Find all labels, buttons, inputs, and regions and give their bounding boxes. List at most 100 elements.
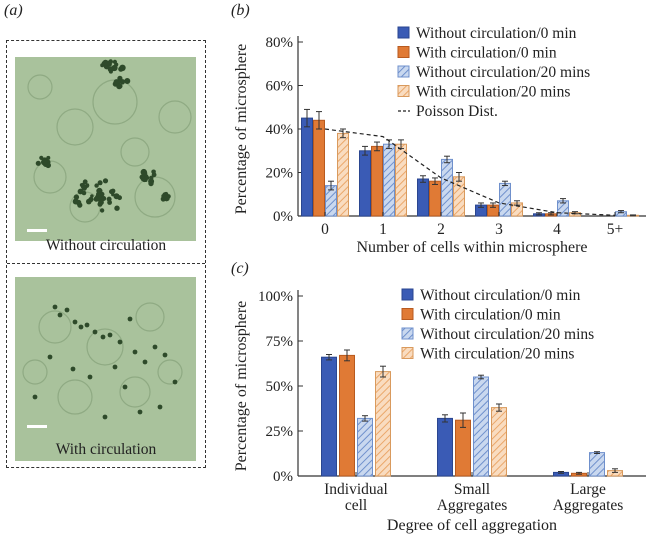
bar	[437, 417, 453, 477]
microsphere-outline	[56, 108, 94, 146]
y-tick-label: 0%	[273, 469, 293, 485]
x-tick-label: 4	[553, 221, 561, 238]
x-tick-label: 2	[437, 221, 445, 238]
cell-dot	[94, 183, 99, 188]
cell-dot	[116, 83, 123, 90]
bar	[383, 143, 395, 217]
microsphere-outline	[120, 137, 150, 167]
bar	[441, 158, 453, 217]
bar	[371, 145, 383, 217]
microsphere-outline	[22, 359, 48, 385]
legend-label: With circulation/20 mins	[416, 84, 570, 101]
cell-dot	[78, 324, 84, 330]
bar	[301, 117, 313, 217]
legend-swatch	[397, 65, 410, 78]
cell-dot	[92, 329, 98, 335]
x-tick-label: Large	[570, 481, 606, 498]
cell-dot	[101, 196, 107, 201]
bar	[473, 376, 489, 477]
cell-dot	[84, 322, 90, 328]
micrograph-with-circulation	[15, 277, 196, 461]
cell-dot	[132, 349, 138, 355]
cell-dot	[110, 188, 116, 194]
cell-dot	[114, 205, 120, 211]
poisson-line	[324, 128, 616, 216]
cell-dot	[100, 334, 106, 340]
cell-dot	[57, 312, 63, 318]
cell-dot	[106, 196, 112, 202]
legend-label: With circulation/0 min	[416, 45, 557, 62]
bar	[359, 150, 371, 217]
microsphere-outline	[38, 310, 72, 344]
bar	[453, 176, 465, 217]
bar	[455, 419, 471, 477]
bar	[375, 371, 391, 477]
scale-bar	[27, 425, 47, 428]
cell-dot	[117, 339, 123, 345]
cell-dot	[32, 394, 38, 400]
y-tick-label: 40%	[266, 122, 294, 138]
caption-without-circulation: Without circulation	[45, 237, 167, 254]
y-tick-label: 60%	[266, 79, 294, 95]
x-tick-label: 0	[321, 221, 329, 238]
y-tick-label: 25%	[266, 424, 294, 440]
cell-dot	[39, 155, 44, 160]
x-tick-label: Small	[454, 481, 490, 498]
cell-dot	[90, 194, 94, 198]
cell-dot	[73, 194, 80, 200]
legend-label: Without circulation/0 min	[416, 25, 577, 42]
cell-dot	[157, 404, 163, 410]
cell-dot	[124, 78, 131, 84]
bar	[321, 356, 337, 477]
cell-dot	[81, 182, 85, 187]
bar	[417, 178, 429, 217]
panel-label-a: (a)	[4, 2, 23, 19]
cell-dot	[102, 178, 109, 184]
cell-dot	[142, 177, 147, 183]
panel-label-c: (c)	[231, 260, 249, 277]
legend-swatch	[401, 288, 414, 301]
y-axis-label: Percentage of microsphere	[233, 44, 250, 215]
cell-dot	[151, 172, 157, 178]
bar	[337, 132, 349, 217]
cell-dot	[119, 67, 124, 72]
cell-dot	[149, 175, 154, 180]
micrograph-image-top	[27, 59, 192, 232]
cell-dot	[117, 75, 123, 81]
x-tick-label: cell	[345, 497, 367, 514]
cell-dot	[72, 319, 78, 325]
x-axis-label: Number of cells within microsphere	[356, 239, 587, 256]
micrograph-panel: Without circulation With circulation	[6, 40, 206, 468]
bar	[491, 407, 507, 477]
panel-divider	[7, 263, 205, 264]
legend-swatch	[401, 308, 414, 320]
scale-bar	[27, 229, 47, 232]
cell-dot	[102, 414, 108, 420]
micrograph-without-circulation	[15, 57, 196, 241]
bar	[589, 452, 605, 477]
microsphere-outline	[158, 100, 192, 134]
cell-dot	[107, 332, 113, 338]
cell-dot	[35, 160, 41, 166]
cell-dot	[163, 195, 170, 202]
bar	[429, 180, 441, 217]
caption-with-circulation: With circulation	[55, 441, 157, 458]
cell-dot	[111, 192, 115, 197]
cell-dot	[93, 196, 100, 202]
y-tick-label: 80%	[266, 35, 294, 51]
bar	[499, 182, 511, 217]
legend-label: Poisson Dist.	[416, 103, 498, 120]
x-tick-label: Aggregates	[553, 497, 624, 514]
cell-dot	[86, 198, 92, 205]
cell-dot	[96, 192, 101, 197]
chart-cells-per-microsphere: 0% 20% 40% 60% 80% Percentage of microsphere 0…	[233, 25, 646, 256]
cell-dot	[97, 201, 103, 207]
bar	[339, 354, 355, 477]
legend-label: Without circulation/0 min	[420, 287, 581, 304]
legend-label: Without circulation/20 mins	[416, 64, 590, 81]
cell-dot	[70, 366, 76, 372]
cell-dot	[97, 180, 103, 186]
cell-dot	[172, 379, 178, 385]
bar	[357, 417, 373, 477]
legend-label: With circulation/20 mins	[420, 346, 574, 363]
